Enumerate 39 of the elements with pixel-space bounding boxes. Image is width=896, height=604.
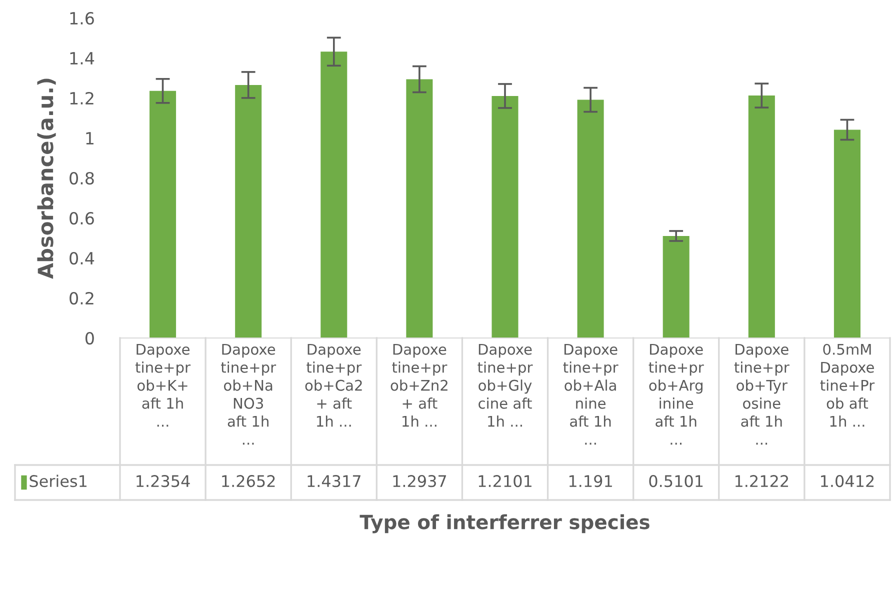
bar xyxy=(150,90,176,338)
y-tick-label: 1.4 xyxy=(70,52,94,64)
data-label: 1.2937 xyxy=(393,475,446,488)
x-tick-label: Dapoxe tine+pr ob+Arg inine aft 1h ... xyxy=(648,344,704,445)
bar xyxy=(662,236,690,338)
bar xyxy=(320,52,348,338)
y-axis-title: Absorbance(a.u.) xyxy=(37,78,56,279)
y-tick-label: 0.8 xyxy=(70,172,94,185)
y-tick-label: 1 xyxy=(86,132,94,144)
y-tick-label: 1.6 xyxy=(70,12,94,25)
x-tick-label: Dapoxe tine+pr ob+Tyr osine aft 1h ... xyxy=(734,344,790,445)
x-tick-label: Dapoxe tine+pr ob+Zn2 + aft 1h ... xyxy=(390,344,448,427)
x-tick-label: 0.5mM Dapoxe tine+Pr ob aft 1h ... xyxy=(820,344,875,427)
bar xyxy=(834,130,860,338)
data-label: 1.0412 xyxy=(821,475,874,488)
bar xyxy=(406,79,433,338)
x-tick-label: Dapoxe tine+pr ob+Gly cine aft 1h ... xyxy=(478,344,533,427)
bar xyxy=(492,96,518,338)
data-label: 1.4317 xyxy=(308,475,360,488)
x-tick-label: Dapoxe tine+pr ob+Ala nine aft 1h ... xyxy=(563,344,618,445)
y-tick-label: 0.6 xyxy=(70,212,94,225)
bar xyxy=(235,84,262,338)
data-label: 1.191 xyxy=(569,475,612,488)
x-tick-label: Dapoxe tine+pr ob+Ca2 + aft 1h ... xyxy=(305,344,362,427)
bar xyxy=(577,100,604,338)
legend-label: Series1 xyxy=(30,474,86,488)
y-tick-label: 0.4 xyxy=(70,252,94,265)
x-axis-title: Type of interferrer species xyxy=(360,514,650,534)
data-label: 1.2122 xyxy=(735,475,788,487)
data-label: 0.5101 xyxy=(649,475,703,488)
data-label: 1.2101 xyxy=(478,475,532,488)
y-tick-label: 0.2 xyxy=(70,292,94,305)
bar xyxy=(748,96,775,338)
y-tick-label: 0 xyxy=(85,332,94,345)
data-label: 1.2652 xyxy=(222,475,275,488)
y-tick-label: 1.2 xyxy=(70,92,94,104)
x-tick-label: Dapoxe tine+pr ob+K+ aft 1h ... xyxy=(135,344,191,427)
data-label: 1.2354 xyxy=(136,475,190,488)
x-tick-label: Dapoxe tine+pr ob+Na NO3 aft 1h ... xyxy=(220,344,276,445)
